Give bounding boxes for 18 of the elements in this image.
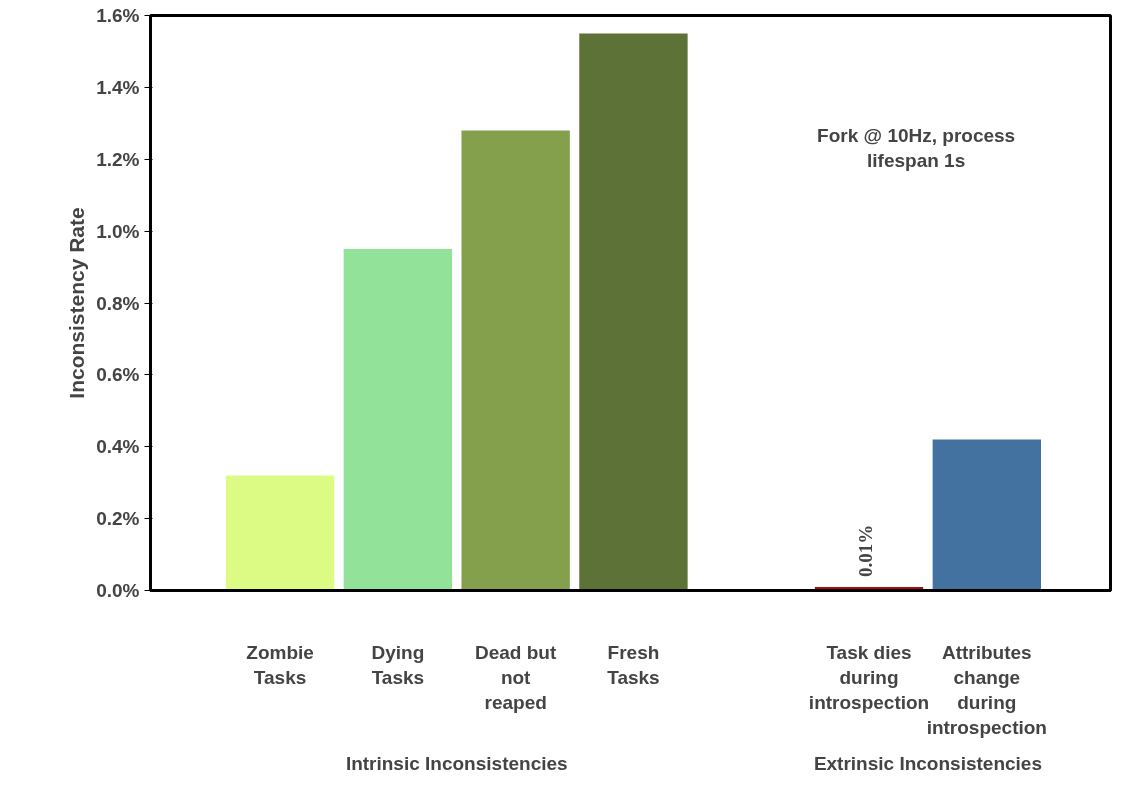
annotation: Fork @ 10Hz, process lifespan 1s [817,124,1016,171]
text: Intrinsic Inconsistencies [345,752,568,774]
data-label: 0.01% [855,524,877,577]
x-tick-label: Dying Tasks [371,641,425,688]
y-tick-label: 1.4% [96,76,140,98]
y-tick-label: 0.0% [96,580,140,601]
y-tick-label: 0.4% [96,436,140,458]
y-tick-label: 0.8% [96,292,140,314]
y-tick-label: 0.6% [96,364,140,386]
y-tick-label: 0.2% [96,508,140,530]
x-tick-label: Dead but not reaped [475,641,557,713]
x-tick-label: Fresh Tasks [607,641,660,688]
y-tick-label: 1.0% [96,220,140,242]
y-tick-label: 1.6% [96,5,140,26]
y-axis-title: Inconsistency Rate [65,207,89,399]
y-tick-label: 1.2% [96,148,140,170]
text: Extrinsic Inconsistencies [813,752,1042,774]
x-tick-label: Zombie Tasks [246,641,314,688]
